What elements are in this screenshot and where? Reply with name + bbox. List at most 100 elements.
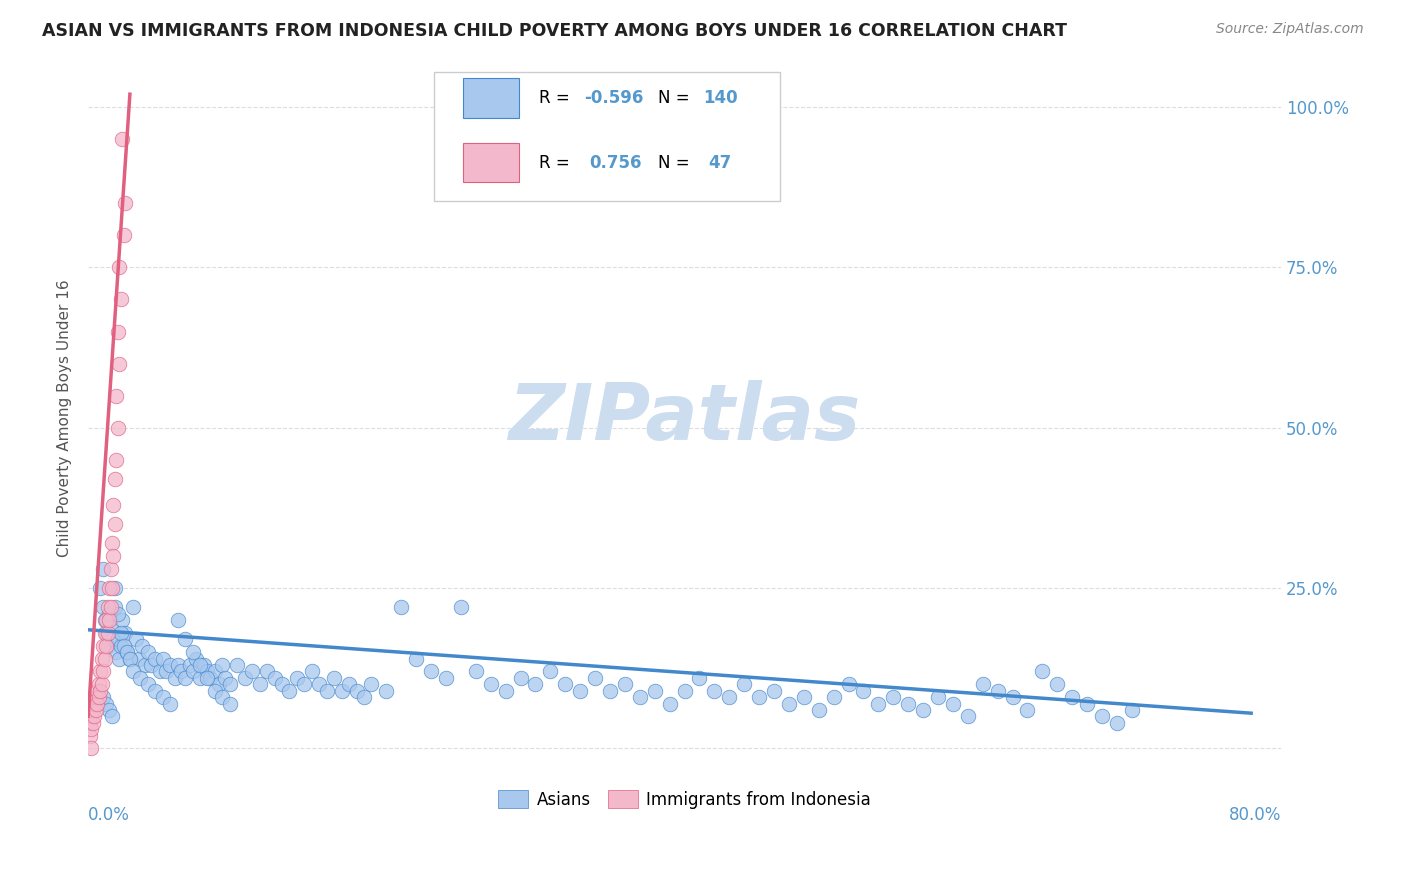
Point <box>1091 709 1114 723</box>
Point <box>346 683 368 698</box>
Point <box>159 697 181 711</box>
Point <box>233 671 256 685</box>
Point <box>96 639 118 653</box>
Point <box>112 639 135 653</box>
Text: 47: 47 <box>709 153 731 171</box>
Point <box>108 260 131 275</box>
Point <box>169 665 191 679</box>
Point <box>101 536 124 550</box>
Point <box>87 677 110 691</box>
Point <box>104 600 127 615</box>
Point <box>79 715 101 730</box>
Point <box>450 600 472 615</box>
Point <box>91 639 114 653</box>
Point <box>98 581 121 595</box>
Point <box>93 651 115 665</box>
Point <box>613 677 636 691</box>
Point <box>1121 703 1143 717</box>
Point <box>323 671 346 685</box>
Point <box>308 677 330 691</box>
Point <box>278 683 301 698</box>
Point <box>93 626 115 640</box>
Point <box>330 683 353 698</box>
Point <box>93 613 115 627</box>
Point <box>91 690 114 705</box>
Point <box>174 671 197 685</box>
Point <box>538 665 561 679</box>
Point <box>118 651 141 665</box>
Point <box>80 723 103 737</box>
Point <box>1105 715 1128 730</box>
Point <box>134 658 156 673</box>
Text: 80.0%: 80.0% <box>1229 806 1281 824</box>
Point <box>107 325 129 339</box>
Point <box>100 600 122 615</box>
Point <box>793 690 815 705</box>
Point <box>152 690 174 705</box>
Point <box>96 600 118 615</box>
Point <box>108 651 131 665</box>
Point <box>218 697 240 711</box>
Point <box>100 562 122 576</box>
Legend: Asians, Immigrants from Indonesia: Asians, Immigrants from Indonesia <box>492 784 877 815</box>
Point <box>166 658 188 673</box>
Point <box>125 632 148 647</box>
Point <box>644 683 666 698</box>
Point <box>807 703 830 717</box>
Point <box>163 671 186 685</box>
Text: Source: ZipAtlas.com: Source: ZipAtlas.com <box>1216 22 1364 37</box>
Point <box>218 677 240 691</box>
Point <box>337 677 360 691</box>
Point <box>89 683 111 698</box>
Point <box>375 683 398 698</box>
Point <box>214 671 236 685</box>
Point <box>718 690 741 705</box>
Point <box>200 671 222 685</box>
Point <box>197 671 219 685</box>
Point <box>136 677 159 691</box>
Point <box>100 619 122 633</box>
FancyBboxPatch shape <box>463 143 519 183</box>
Point <box>479 677 502 691</box>
Point <box>778 697 800 711</box>
Point <box>143 683 166 698</box>
Point <box>204 665 226 679</box>
Point <box>84 703 107 717</box>
Point <box>193 658 215 673</box>
Point <box>115 645 138 659</box>
Point <box>301 665 323 679</box>
Point <box>1062 690 1084 705</box>
Text: R =: R = <box>538 153 581 171</box>
Point <box>524 677 547 691</box>
Point <box>256 665 278 679</box>
Point <box>149 665 172 679</box>
Point <box>83 709 105 723</box>
Point <box>115 645 138 659</box>
Text: 0.0%: 0.0% <box>89 806 129 824</box>
Point <box>897 697 920 711</box>
Point <box>315 683 337 698</box>
Point <box>103 498 125 512</box>
Point <box>1031 665 1053 679</box>
Point <box>94 697 117 711</box>
Point <box>143 651 166 665</box>
Point <box>80 709 103 723</box>
Point <box>554 677 576 691</box>
Point <box>94 613 117 627</box>
Point <box>204 683 226 698</box>
Point <box>159 658 181 673</box>
Point <box>105 389 128 403</box>
Point <box>688 671 710 685</box>
Point <box>89 665 111 679</box>
Point <box>208 677 231 691</box>
Point <box>1076 697 1098 711</box>
Text: 140: 140 <box>703 89 738 107</box>
Point <box>122 665 145 679</box>
Point <box>197 665 219 679</box>
Point <box>188 658 211 673</box>
Point <box>98 613 121 627</box>
Text: N =: N = <box>658 153 700 171</box>
Point <box>464 665 486 679</box>
FancyBboxPatch shape <box>434 72 780 202</box>
Point <box>263 671 285 685</box>
